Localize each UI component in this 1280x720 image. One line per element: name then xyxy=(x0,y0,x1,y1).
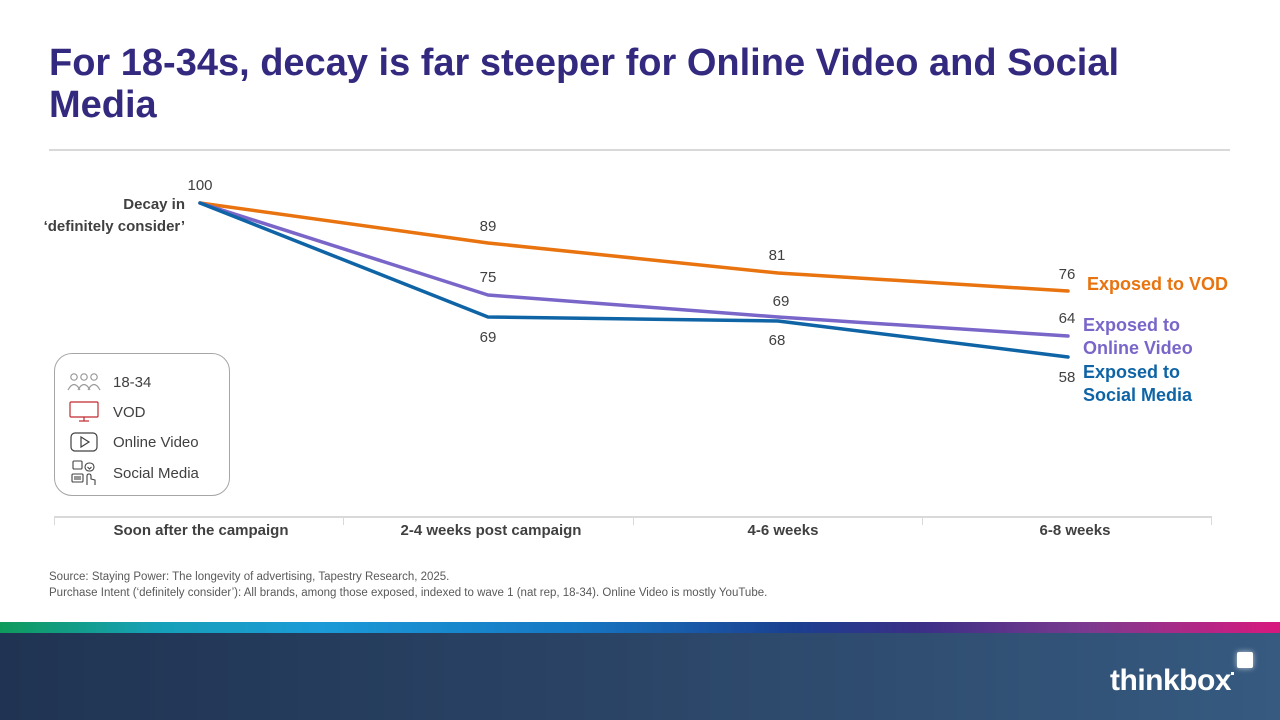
logo-square-icon xyxy=(1237,652,1253,668)
x-axis-category-2: 2-4 weeks post campaign xyxy=(400,522,582,539)
tv-icon xyxy=(67,399,101,425)
series-label-vod: Exposed to VOD xyxy=(1087,274,1229,294)
data-label-ov-4: 64 xyxy=(1059,310,1076,327)
footer-band xyxy=(0,633,1280,720)
x-axis-tick xyxy=(343,517,344,525)
page-title: For 18-34s, decay is far steeper for Onl… xyxy=(49,42,1120,126)
legend-item-18-34: 18-34 xyxy=(67,369,151,395)
x-axis-tick xyxy=(922,517,923,525)
data-label-vod-2: 89 xyxy=(480,218,497,235)
logo-dot-icon xyxy=(1231,672,1234,675)
x-axis-category-4: 6-8 weeks xyxy=(1039,522,1111,539)
legend-item-vod: VOD xyxy=(67,399,146,425)
source-note: Source: Staying Power: The longevity of … xyxy=(49,569,767,601)
legend-label-vod: VOD xyxy=(113,403,146,421)
data-label-sm-2: 69 xyxy=(480,329,497,346)
legend-label-18-34: 18-34 xyxy=(113,373,152,391)
legend-label-online-video: Online Video xyxy=(113,433,199,451)
x-axis-tick xyxy=(54,517,55,525)
legend-item-online-video: Online Video xyxy=(67,429,199,455)
series-label-online-video: Exposed to Online Video xyxy=(1083,314,1193,360)
series-line-social-media xyxy=(198,201,1070,359)
y-axis-label: Decay in ‘definitely consider’ xyxy=(44,194,185,238)
x-axis-category-3: 4-6 weeks xyxy=(747,522,819,539)
series-line-online-video xyxy=(198,201,1070,338)
data-label-vod-4: 76 xyxy=(1059,266,1076,283)
series-label-online-video-line1: Exposed to xyxy=(1083,315,1181,335)
title-divider xyxy=(49,149,1230,151)
play-icon xyxy=(67,429,101,455)
x-axis-category-1: Soon after the campaign xyxy=(113,522,289,539)
source-line-2: Purchase Intent (‘definitely consider’):… xyxy=(49,587,768,599)
x-axis-tick xyxy=(1211,517,1212,525)
source-line-1: Source: Staying Power: The longevity of … xyxy=(49,571,450,583)
brand-gradient-bar xyxy=(0,622,1280,633)
legend-item-social-media: Social Media xyxy=(67,460,199,486)
y-axis-label-line1: Decay in xyxy=(123,196,185,213)
thinkbox-logo: thinkbox xyxy=(1110,664,1232,697)
legend-box: 18-34 VOD Online Video xyxy=(54,353,230,496)
series-label-online-video-line2: Online Video xyxy=(1083,338,1193,358)
x-axis-tick xyxy=(633,517,634,525)
series-label-social-media-line1: Exposed to xyxy=(1083,362,1181,382)
series-line-vod xyxy=(198,201,1070,293)
y-axis-label-line2: ‘definitely consider’ xyxy=(43,218,185,235)
legend-label-social-media: Social Media xyxy=(113,464,199,482)
data-label-ov-3: 69 xyxy=(773,293,790,310)
data-label-sm-3: 68 xyxy=(769,332,786,349)
series-label-social-media-line2: Social Media xyxy=(1083,385,1193,405)
social-media-icon xyxy=(67,460,101,486)
data-label-ov-2: 75 xyxy=(480,269,497,286)
people-icon xyxy=(67,369,101,395)
data-label-start: 100 xyxy=(187,177,212,194)
data-label-sm-4: 58 xyxy=(1059,369,1076,386)
series-label-social-media: Exposed to Social Media xyxy=(1083,361,1192,407)
data-label-vod-3: 81 xyxy=(769,247,786,264)
